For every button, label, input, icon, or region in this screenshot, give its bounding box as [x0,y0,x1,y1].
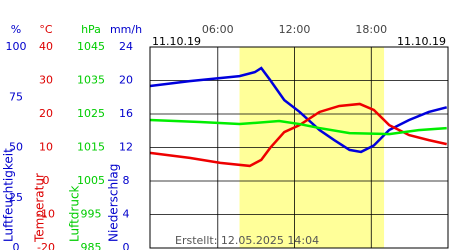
y-tick-label: 1025 [77,107,105,120]
axis-name: Luftdruck [68,185,82,242]
y-tick-label: 0 [123,241,130,250]
plot-area [149,46,449,249]
x-tick-label: 18:00 [355,23,387,36]
x-tick-label: 06:00 [202,23,234,36]
y-tick-label: 995 [81,208,102,221]
y-tick-label: 8 [123,174,130,187]
x-tick-label: 12:00 [279,23,311,36]
y-tick-label: 75 [9,90,23,103]
y-tick-label: 100 [6,40,27,53]
axis-name: Luftfeuchtigkeit [2,148,16,242]
axis-unit: mm/h [110,23,142,36]
axis-unit: °C [39,23,53,36]
y-tick-label: 24 [119,40,133,53]
y-tick-label: 1005 [77,174,105,187]
y-tick-label: 985 [81,241,102,250]
y-tick-label: 0 [43,174,50,187]
y-tick-label: 1015 [77,141,105,154]
y-tick-label: 20 [119,74,133,87]
y-tick-label: 0 [13,241,20,250]
y-tick-label: 10 [39,141,53,154]
series-line [149,102,447,168]
y-tick-label: 20 [39,107,53,120]
series-line [149,118,447,136]
series-line [149,66,448,154]
y-tick-label: -20 [37,241,55,250]
axis-unit: % [11,23,21,36]
axis-unit: hPa [81,23,101,36]
y-tick-label: 1035 [77,74,105,87]
axis-name: Niederschlag [107,164,121,242]
y-tick-label: 50 [9,141,23,154]
date-left: 11.10.19 [152,35,201,48]
y-tick-label: 25 [9,191,23,204]
y-tick-label: 30 [39,74,53,87]
y-tick-label: 40 [39,40,53,53]
date-right: 11.10.19 [397,35,446,48]
axis-name: Temperatur [33,173,47,243]
created-note: Erstellt: 12.05.2025 14:04 [175,234,319,247]
y-tick-label: 12 [119,141,133,154]
y-tick-label: 4 [123,208,130,221]
y-tick-label: 16 [119,107,133,120]
y-tick-label: -10 [37,208,55,221]
y-tick-label: 1045 [77,40,105,53]
